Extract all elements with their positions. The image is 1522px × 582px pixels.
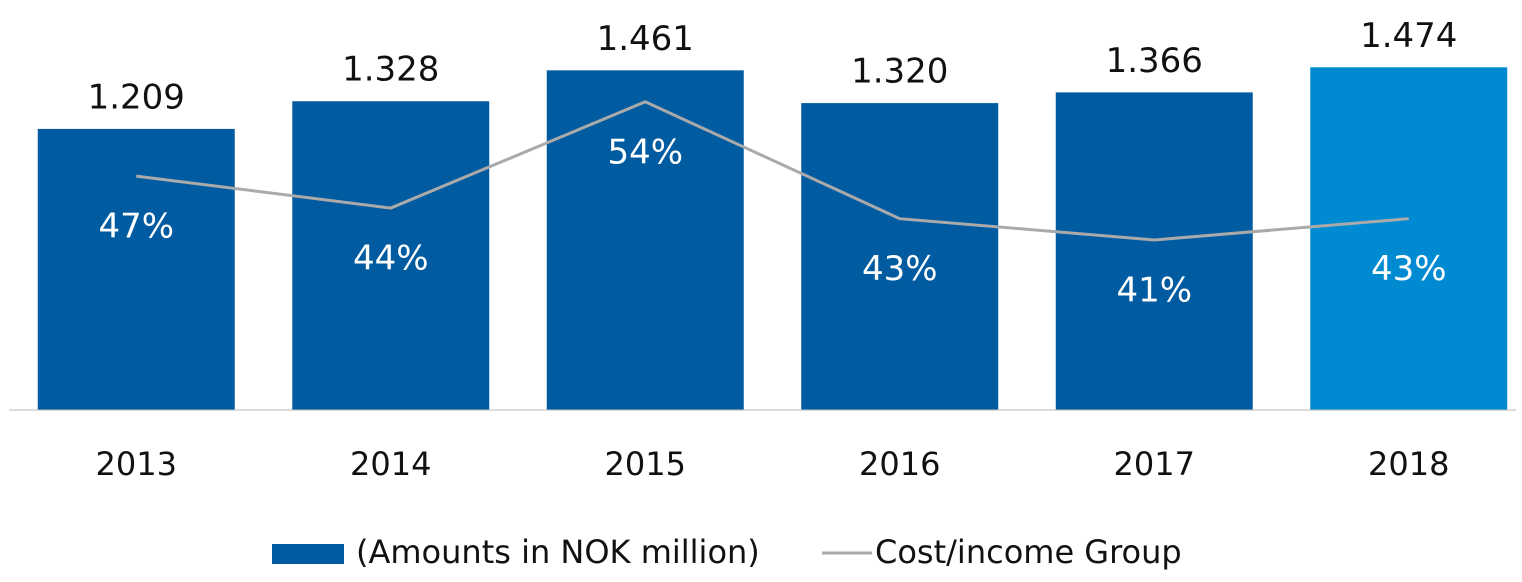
bar-value-label: 1.328 bbox=[342, 50, 439, 90]
line-value-label: 54% bbox=[607, 132, 683, 172]
line-value-label: 41% bbox=[1116, 270, 1192, 310]
bar bbox=[292, 101, 490, 411]
x-tick-label: 2018 bbox=[1368, 445, 1449, 483]
bar-value-label: 1.209 bbox=[88, 77, 185, 117]
line-value-label: 44% bbox=[353, 239, 429, 279]
line-value-label: 47% bbox=[98, 207, 174, 247]
bar bbox=[37, 128, 235, 410]
bar-value-label: 1.461 bbox=[597, 19, 694, 59]
bar-value-label: 1.320 bbox=[851, 52, 948, 92]
x-tick-label: 2013 bbox=[96, 445, 177, 483]
bar-value-label: 1.366 bbox=[1106, 41, 1203, 81]
bar bbox=[1055, 92, 1253, 410]
legend-label: Cost/income Group bbox=[875, 533, 1182, 571]
legend-swatch bbox=[272, 544, 344, 564]
bar bbox=[1310, 67, 1508, 411]
bar bbox=[801, 103, 999, 410]
line bbox=[136, 100, 1409, 242]
legend-label: (Amounts in NOK million) bbox=[356, 533, 760, 571]
x-tick-label: 2015 bbox=[605, 445, 686, 483]
line-value-label: 43% bbox=[862, 249, 938, 289]
bar bbox=[546, 70, 744, 410]
line-value-label: 43% bbox=[1371, 249, 1447, 289]
bar-value-label: 1.474 bbox=[1360, 16, 1457, 56]
x-tick-label: 2016 bbox=[859, 445, 940, 483]
x-tick-label: 2014 bbox=[350, 445, 431, 483]
x-tick-label: 2017 bbox=[1114, 445, 1195, 483]
